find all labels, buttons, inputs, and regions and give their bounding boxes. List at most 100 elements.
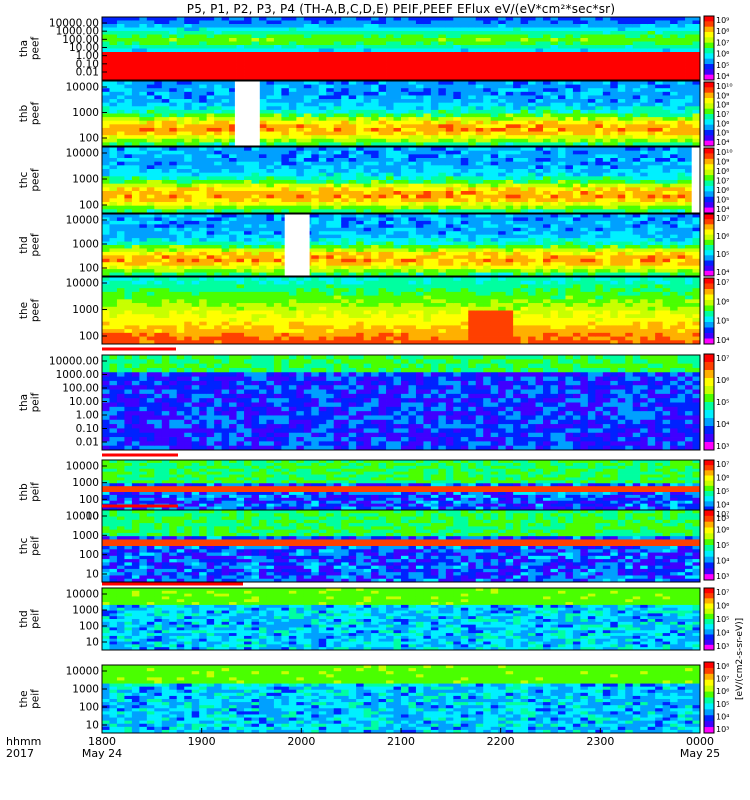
heatmap-cell bbox=[326, 165, 335, 170]
heatmap-cell bbox=[557, 194, 566, 199]
heatmap-cell bbox=[408, 66, 417, 70]
heatmap-cell bbox=[154, 187, 163, 192]
heatmap-cell bbox=[318, 142, 327, 147]
heatmap-cell bbox=[102, 88, 110, 93]
heatmap-cell bbox=[550, 41, 559, 46]
colorbar-swatch bbox=[704, 127, 714, 131]
heatmap-cell bbox=[565, 135, 574, 140]
heatmap-cell bbox=[169, 59, 178, 63]
heatmap-cell bbox=[468, 95, 477, 100]
heatmap-cell bbox=[475, 131, 484, 136]
colorbar-swatch bbox=[704, 103, 714, 107]
heatmap-cell bbox=[640, 191, 649, 196]
heatmap-cell bbox=[453, 205, 462, 210]
heatmap-cell bbox=[617, 127, 626, 132]
heatmap-cell bbox=[124, 154, 133, 159]
heatmap-cell bbox=[348, 88, 357, 93]
heatmap-cell bbox=[610, 73, 619, 77]
heatmap-cell bbox=[587, 31, 596, 35]
heatmap-cell bbox=[244, 176, 252, 181]
heatmap-cell bbox=[333, 142, 342, 147]
heatmap-cell bbox=[258, 45, 267, 49]
heatmap-cell bbox=[685, 88, 693, 93]
heatmap-cell bbox=[543, 127, 551, 132]
heatmap-cell bbox=[572, 209, 581, 214]
heatmap-cell bbox=[662, 88, 671, 93]
y-tick-label: 10000 bbox=[66, 148, 99, 160]
heatmap-cell bbox=[371, 17, 379, 21]
heatmap-cell bbox=[490, 20, 499, 25]
heatmap-cell bbox=[146, 198, 155, 203]
heatmap-cell bbox=[632, 147, 641, 152]
heatmap-cell bbox=[176, 17, 185, 21]
heatmap-cell bbox=[363, 124, 372, 129]
colorbar-swatch bbox=[704, 188, 714, 192]
heatmap-cell bbox=[161, 272, 170, 277]
heatmap-cell bbox=[363, 62, 372, 67]
heatmap-cell bbox=[610, 45, 619, 49]
colorbar-swatch bbox=[704, 29, 714, 33]
heatmap-cell bbox=[146, 217, 155, 222]
heatmap-cell bbox=[303, 161, 312, 166]
heatmap-cell bbox=[677, 135, 686, 140]
heatmap-cell bbox=[490, 205, 499, 210]
heatmap-cell bbox=[124, 209, 133, 214]
heatmap-cell bbox=[378, 191, 387, 196]
heatmap-cell bbox=[124, 41, 133, 46]
heatmap-cell bbox=[191, 41, 200, 46]
heatmap-cell bbox=[363, 84, 372, 89]
heatmap-cell bbox=[176, 245, 185, 249]
heatmap-cell bbox=[161, 180, 170, 185]
heatmap-cell bbox=[572, 91, 581, 96]
heatmap-cell bbox=[520, 154, 529, 159]
heatmap-cell bbox=[139, 69, 148, 74]
heatmap-cell bbox=[550, 158, 559, 163]
heatmap-cell bbox=[236, 158, 245, 163]
heatmap-cell bbox=[191, 191, 200, 196]
heatmap-cell bbox=[146, 262, 155, 267]
heatmap-cell bbox=[116, 69, 125, 74]
heatmap-cell bbox=[258, 41, 267, 46]
heatmap-cell bbox=[475, 142, 484, 147]
heatmap-cell bbox=[505, 191, 514, 196]
heatmap-cell bbox=[139, 52, 148, 56]
heatmap-cell bbox=[565, 106, 574, 111]
heatmap-cell bbox=[677, 62, 686, 67]
heatmap-cell bbox=[258, 127, 267, 132]
heatmap-cell bbox=[587, 84, 596, 89]
heatmap-cell bbox=[326, 142, 335, 147]
heatmap-cell bbox=[572, 154, 581, 159]
heatmap-cell bbox=[288, 209, 297, 214]
heatmap-cell bbox=[640, 198, 649, 203]
heatmap-cell bbox=[169, 106, 178, 111]
heatmap-cell bbox=[221, 154, 230, 159]
heatmap-cell bbox=[617, 117, 626, 122]
heatmap-cell bbox=[341, 202, 350, 207]
heatmap-cell bbox=[408, 165, 417, 170]
heatmap-cell bbox=[520, 69, 529, 74]
panel-frame bbox=[101, 146, 701, 214]
heatmap-cell bbox=[371, 27, 379, 32]
heatmap-cell bbox=[184, 52, 193, 56]
heatmap-cell bbox=[572, 176, 581, 181]
heatmap-cell bbox=[617, 131, 626, 136]
heatmap-cell bbox=[655, 191, 664, 196]
heatmap-cell bbox=[535, 147, 544, 152]
heatmap-cell bbox=[685, 202, 693, 207]
heatmap-cell bbox=[685, 59, 693, 63]
heatmap-cell bbox=[273, 135, 282, 140]
heatmap-cell bbox=[236, 269, 245, 273]
heatmap-cell bbox=[348, 41, 357, 46]
heatmap-cell bbox=[580, 191, 589, 196]
heatmap-cell bbox=[535, 169, 544, 174]
heatmap-cell bbox=[229, 81, 237, 86]
heatmap-cell bbox=[535, 194, 544, 199]
heatmap-cell bbox=[333, 48, 342, 53]
heatmap-cell bbox=[640, 183, 649, 188]
heatmap-cell bbox=[647, 191, 656, 196]
heatmap-cell bbox=[595, 138, 604, 143]
heatmap-cell bbox=[580, 55, 589, 60]
heatmap-cell bbox=[475, 209, 484, 214]
heatmap-cell bbox=[438, 41, 447, 46]
heatmap-cell bbox=[229, 117, 237, 122]
